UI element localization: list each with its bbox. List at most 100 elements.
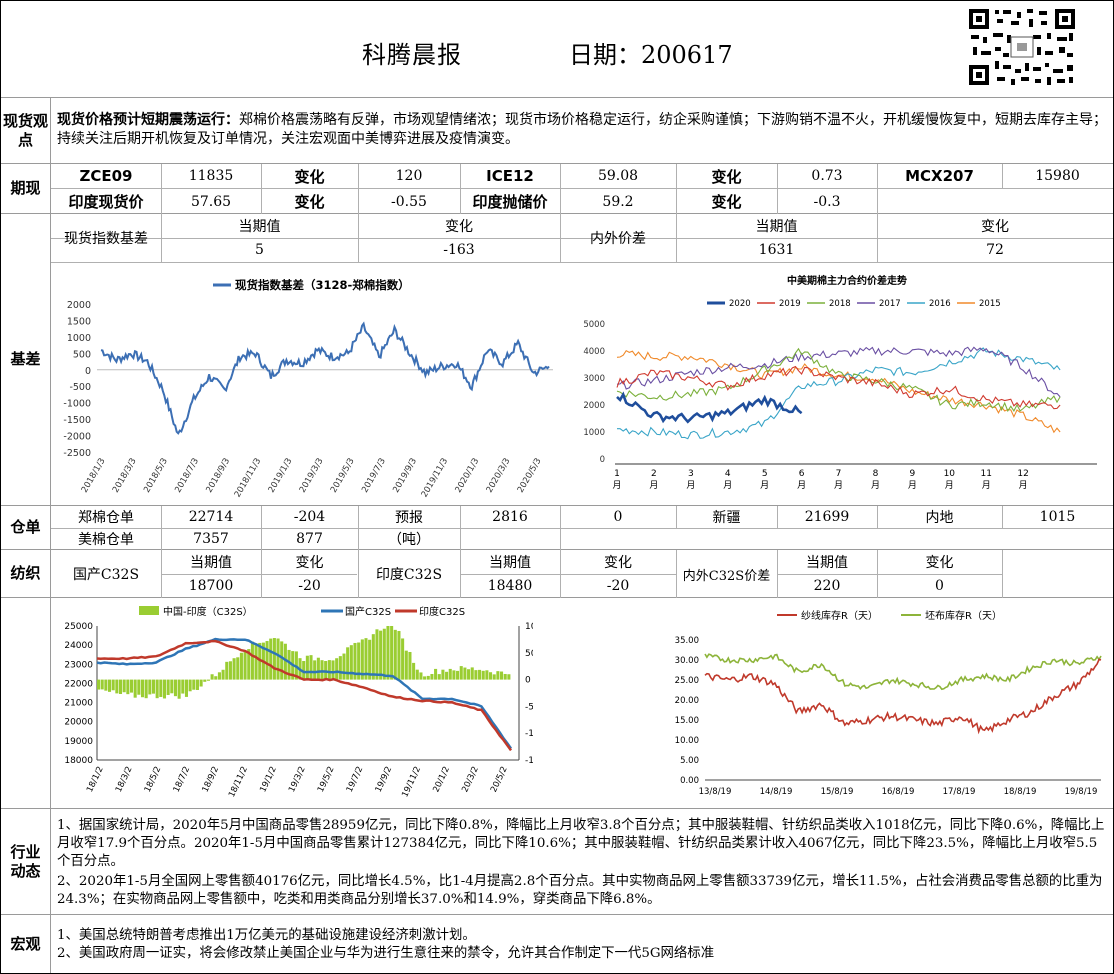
diff-bar — [364, 638, 368, 680]
diff-bar — [441, 669, 445, 680]
diff-bar — [379, 630, 383, 680]
series-line-2018 — [616, 347, 1061, 413]
diff-bar — [122, 679, 126, 693]
spot-view-text: 郑棉价格震荡略有反弹，市场观望情绪浓；现货市场价格稳定运行，纺企采购谨慎；下游购… — [57, 112, 1107, 147]
x-tick-label: 18/1/2 — [85, 765, 106, 794]
x-tick-label: 14/8/19 — [760, 787, 793, 797]
diff-bar — [166, 679, 170, 695]
india-reserve-label: 印度抛储价 — [472, 193, 548, 211]
x-tick-label: 4 — [725, 469, 731, 479]
x-tick-label: 20/5/2 — [489, 765, 510, 794]
diff-bar — [155, 679, 159, 699]
y-tick-label: 0.00 — [680, 776, 699, 786]
diff-bar — [507, 674, 511, 680]
diff-bar — [426, 675, 430, 680]
diff-bar — [342, 653, 346, 680]
diff-bar — [390, 626, 394, 680]
c32s-spread-label: 内外C32S价差 — [682, 568, 771, 584]
x-tick-label: 2019/1/3 — [267, 457, 295, 495]
basis-section: 基差 现货指数基差 当期值 变化 5 -163 内外价差 当期值 变化 1631… — [1, 214, 1113, 506]
us-warrant-label: 美棉仓单 — [78, 532, 134, 548]
diff-bar — [452, 670, 456, 680]
diff-bar — [478, 669, 482, 680]
report-title: 科腾晨报 — [362, 41, 462, 69]
x-tick-unit: 月 — [649, 480, 658, 491]
domestic-current-head: 当期值 — [190, 555, 232, 571]
diff-bar — [206, 679, 210, 681]
diff-bar — [353, 642, 357, 680]
diff-bar — [324, 661, 328, 680]
legend-label-2016: 2016 — [929, 299, 951, 309]
india-spot-change-label: 变化 — [294, 193, 325, 211]
diff-bar — [360, 639, 364, 680]
zce-warrant-value: 22714 — [188, 509, 234, 525]
diff-bar — [236, 657, 240, 680]
legend-label-2018: 2018 — [829, 299, 851, 309]
x-tick-label: 18/7/2 — [172, 765, 193, 794]
legend-label-0: 中国-印度（C32S） — [163, 605, 253, 618]
basis-name: 现货指数基差 — [64, 231, 148, 247]
diff-bar — [221, 669, 225, 680]
diff-bar — [335, 658, 339, 680]
spinning-section: 纺织 国产C32S 当期值 变化 18700 -20 印度C32S 当期值 变化… — [1, 550, 1113, 598]
c32s-spread-current-head: 当期值 — [806, 555, 848, 571]
diff-bar — [382, 628, 386, 680]
y-left-tick-label: 22000 — [64, 679, 93, 689]
zce09-change-label: 变化 — [294, 167, 325, 186]
industry-item-2: 2、2020年1-5月全国网上零售额40176亿元，同比增长4.5%，比1-4月… — [57, 874, 1103, 907]
y-tick-label: 5.00 — [680, 756, 699, 766]
x-tick-label: 18/3/2 — [114, 765, 135, 794]
spot-view-heading: 现货价格预计短期震荡运行： — [57, 112, 239, 128]
diff-bar — [162, 679, 167, 699]
futures-spot-label: 期现 — [1, 164, 51, 213]
india-reserve-change-value: -0.3 — [813, 193, 841, 210]
series-line-yarn — [704, 658, 1102, 735]
diff-bar — [470, 667, 474, 680]
india-current-head: 当期值 — [489, 555, 531, 571]
basis-current-head: 当期值 — [238, 219, 281, 235]
series-line-2016 — [617, 347, 1061, 440]
x-tick-label: 18/9/2 — [201, 765, 222, 794]
y-right-tick-label: -1500 — [525, 756, 533, 766]
diff-bar — [247, 649, 251, 680]
diff-bar — [181, 679, 185, 694]
x-tick-label: 19/5/2 — [316, 765, 337, 794]
y-tick-label: 1000 — [583, 428, 605, 438]
x-tick-label: 19/11/2 — [400, 765, 423, 799]
y-tick-label: 1000 — [67, 333, 91, 344]
x-tick-unit: 月 — [834, 480, 843, 491]
legend-label-1: 坯布库存R（天） — [925, 609, 1002, 622]
x-tick-label: 20/1/2 — [431, 765, 452, 794]
diff-bar — [100, 679, 104, 690]
basis-change-head: 变化 — [445, 219, 473, 235]
x-tick-label: 8 — [873, 469, 879, 479]
diff-bar — [283, 643, 287, 680]
india-spot-label: 印度现货价 — [68, 193, 144, 211]
y-right-tick-label: -1000 — [525, 729, 533, 739]
macro-item-2: 2、美国政府周一证实，将会修改禁止美国企业与华为进行生意往来的禁令，允许其合作制… — [57, 946, 715, 961]
diff-bar — [419, 672, 423, 680]
y-left-tick-label: 18000 — [64, 756, 93, 766]
diff-bar — [214, 676, 218, 680]
domestic-change-value: -20 — [298, 578, 321, 594]
basis-change-value: -163 — [443, 242, 475, 258]
series-line-2019 — [616, 365, 1061, 410]
x-tick-label: 2018/5/3 — [142, 457, 170, 495]
diff-bar — [287, 649, 291, 680]
y-tick-label: -2500 — [63, 448, 91, 459]
x-tick-label: 11 — [981, 469, 992, 479]
diff-bar — [375, 629, 379, 680]
spread-name: 内外价差 — [590, 231, 646, 247]
y-left-tick-label: 21000 — [64, 699, 93, 709]
india-reserve-change-label: 变化 — [711, 193, 742, 211]
diff-bar — [397, 631, 401, 680]
x-tick-label: 2018/3/3 — [111, 457, 139, 495]
y-left-tick-label: 20000 — [64, 718, 93, 728]
us-warrant-change: 877 — [296, 531, 323, 547]
industry-item-1: 1、据国家统计局，2020年5月中国商品零售28959亿元，同比下降0.8%，降… — [57, 818, 1105, 869]
y-tick-label: 2000 — [583, 401, 605, 411]
y-tick-label: 20.00 — [675, 696, 699, 706]
diff-bar — [140, 679, 145, 698]
textile-charts-section: 中国-印度（C32S） 国产C32S 印度C32S 25000 24000 23000 22… — [1, 598, 1113, 809]
